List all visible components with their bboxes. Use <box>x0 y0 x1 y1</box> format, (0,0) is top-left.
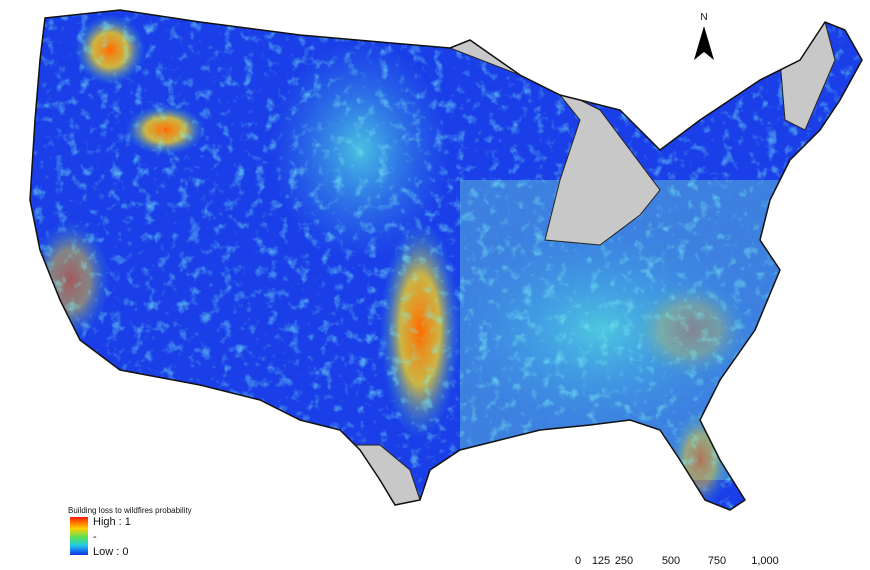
legend-high: High : 1 <box>93 516 131 528</box>
scale-label: 0 <box>575 555 581 567</box>
scale-label: 250 <box>615 555 633 567</box>
scale-label: 125 <box>592 555 610 567</box>
legend-title: Building loss to wildfires probability <box>68 506 192 515</box>
legend-ramp <box>70 517 88 555</box>
scale-bar: 0 125 250 500 750 1,000 <box>575 555 779 567</box>
north-label: N <box>700 12 707 23</box>
legend-low: Low : 0 <box>93 546 128 558</box>
legend-middle: - <box>93 531 97 543</box>
us-outline <box>29 9 863 511</box>
scale-label: 750 <box>708 555 726 567</box>
north-arrow <box>694 26 714 60</box>
scale-label: 500 <box>662 555 680 567</box>
scale-label: 1,000 <box>751 555 779 567</box>
